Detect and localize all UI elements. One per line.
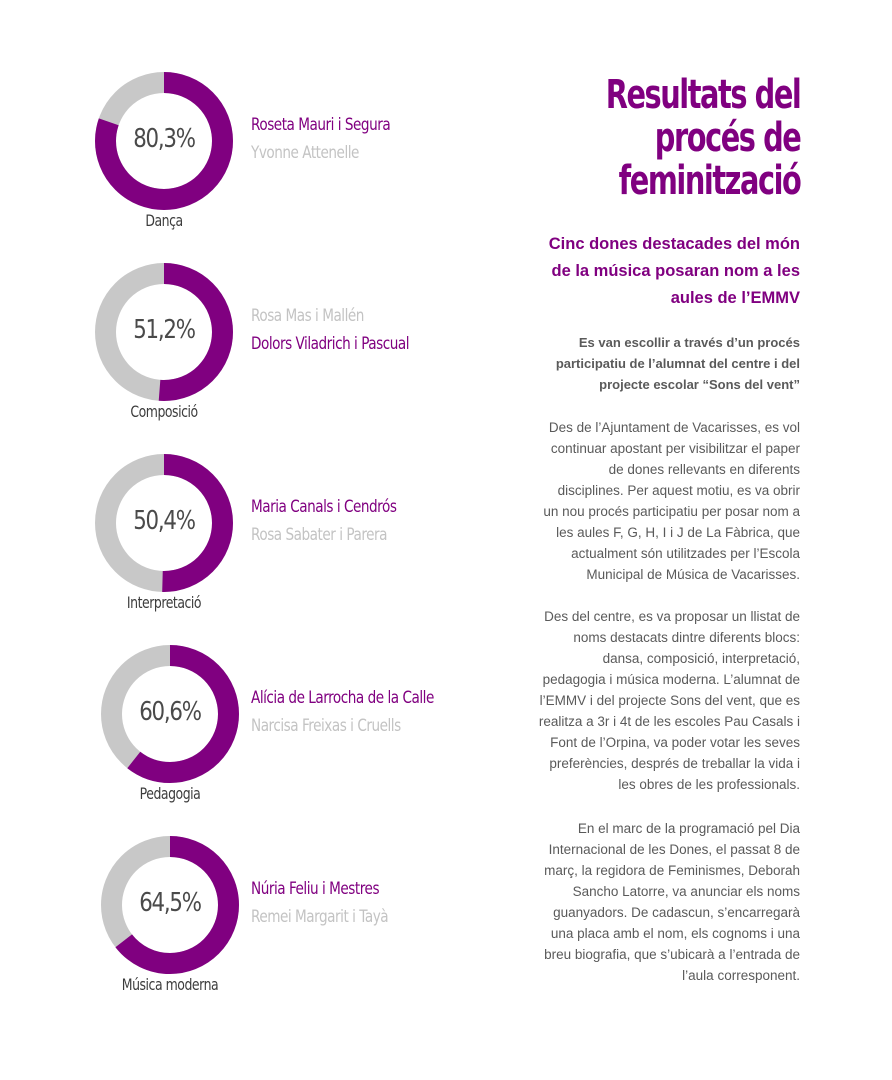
lead-line: projecte escolar “Sons del vent”	[599, 377, 800, 392]
donut-percentage: 51,2%	[133, 315, 196, 345]
text-line: Des del centre, es va proposar un llista…	[544, 609, 800, 624]
donut-percentage: 80,3%	[133, 124, 196, 154]
donut-category-label: Interpretació	[126, 593, 202, 612]
donut-ring	[95, 72, 233, 210]
subtitle: Cinc dones destacades del món de la músi…	[500, 231, 800, 312]
donut-ring	[95, 263, 233, 401]
text-line: les aules F, G, H, I i J de La Fàbrica, …	[556, 525, 800, 540]
body-paragraph-3: En el marc de la programació pel Dia Int…	[500, 818, 800, 986]
text-line: Internacional de les Dones, el passat 8 …	[548, 842, 800, 857]
text-line: Font de l’Orpina, va poder votar les sev…	[550, 735, 800, 750]
text-line: preferències, després de treballar la vi…	[549, 756, 800, 771]
subtitle-line: de la música posaran nom a les	[551, 262, 800, 280]
text-line: guanyadors. De cadascun, s’encarregarà	[553, 905, 800, 920]
lead-paragraph: Es van escollir a través d’un procés par…	[500, 332, 800, 395]
donut-category-label: Pedagogia	[139, 784, 201, 803]
lead-line: Es van escollir a través d’un procés	[578, 335, 800, 350]
text-line: pedagogia i música moderna. L’alumnat de	[542, 672, 800, 687]
text-line: Des de l’Ajuntament de Vacarisses, es vo…	[548, 420, 800, 435]
text-line: l’aula corresponent.	[682, 968, 800, 983]
text-line: una placa amb el nom, els cognoms i una	[550, 926, 800, 941]
body-paragraph-2: Des del centre, es va proposar un llista…	[500, 606, 800, 795]
runner-up-name: Rosa Mas i Mallén	[251, 306, 364, 326]
text-line: l’EMMV i del projecte Sons del vent, que…	[539, 693, 800, 708]
donut-percentage: 64,5%	[139, 888, 202, 918]
text-line: Sancho Latorre, va anunciar els noms	[572, 884, 800, 899]
text-line: de dones rellevants en diferents	[608, 462, 800, 477]
ring-value	[95, 72, 233, 210]
text-line: març, la regidora de Feminismes, Deborah	[544, 863, 800, 878]
donut-chart-2: 51,2% Composició	[94, 262, 234, 421]
text-line: les obres de les professionals.	[618, 777, 800, 792]
donut-ring	[101, 836, 239, 974]
donut-percentage: 60,6%	[139, 697, 202, 727]
runner-up-name: Yvonne Attenelle	[251, 143, 359, 163]
donut-category-label: Composició	[130, 402, 198, 421]
subtitle-line: aules de l’EMMV	[670, 289, 800, 307]
subtitle-line: Cinc dones destacades del món	[548, 235, 800, 253]
lead-line: participatiu de l’alumnat del centre i d…	[555, 356, 800, 371]
text-line: un nou procés participatiu per posar nom…	[543, 504, 800, 519]
winner-name: Alícia de Larrocha de la Calle	[251, 688, 434, 708]
winner-name: Maria Canals i Cendrós	[251, 497, 397, 517]
winner-name: Dolors Viladrich i Pascual	[251, 334, 410, 354]
donut-category-label: Dança	[145, 211, 183, 230]
text-line: disciplines. Per aquest motiu, es va obr…	[557, 483, 800, 498]
page-title: Resultats del procés de feminització	[605, 72, 801, 204]
ring-value	[95, 454, 233, 592]
donut-category-label: Música moderna	[121, 975, 219, 994]
text-line: breu biografia, que s’ubicarà a l’entrad…	[544, 947, 800, 962]
title-line: Resultats del	[605, 72, 801, 118]
text-line: En el marc de la programació pel Dia	[577, 821, 800, 836]
text-line: realitza a 3r i 4t de les escoles Pau Ca…	[538, 714, 800, 729]
donut-chart-1: 80,3% Dança	[94, 71, 234, 230]
ring-value	[101, 645, 239, 783]
title-line: procés de	[654, 115, 801, 161]
text-line: continuar apostant per visibilitzar el p…	[550, 441, 800, 456]
runner-up-name: Rosa Sabater i Parera	[251, 525, 387, 545]
donut-ring	[101, 645, 239, 783]
donut-ring	[95, 454, 233, 592]
text-line: dansa, composició, interpretació,	[602, 651, 800, 666]
body-paragraph-1: Des de l’Ajuntament de Vacarisses, es vo…	[500, 417, 800, 585]
winner-name: Núria Feliu i Mestres	[251, 879, 380, 899]
donut-percentage: 50,4%	[133, 506, 196, 536]
ring-value	[101, 836, 239, 974]
donut-chart-5: 64,5% Música moderna	[100, 835, 240, 994]
title-line: feminització	[618, 158, 801, 204]
runner-up-name: Narcisa Freixas i Cruells	[251, 716, 401, 736]
ring-value	[95, 263, 233, 401]
text-line: actualment són utilitzades per l’Escola	[571, 546, 800, 561]
winner-name: Roseta Mauri i Segura	[251, 115, 391, 135]
donut-chart-3: 50,4% Interpretació	[94, 453, 234, 612]
text-line: noms destacats dintre diferents blocs:	[573, 630, 800, 645]
runner-up-name: Remei Margarit i Tayà	[251, 907, 389, 927]
donut-chart-4: 60,6% Pedagogia	[100, 644, 240, 803]
text-line: Municipal de Música de Vacarisses.	[586, 567, 800, 582]
